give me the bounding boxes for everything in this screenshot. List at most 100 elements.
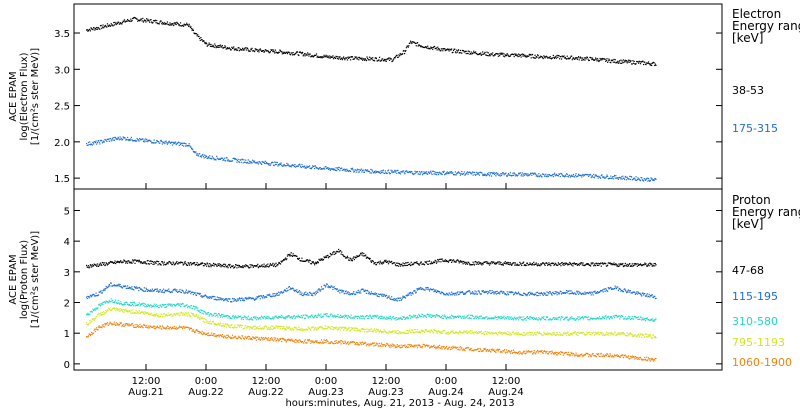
data-point: [328, 57, 330, 59]
data-point: [196, 152, 198, 155]
data-point: [491, 261, 493, 263]
data-point: [478, 53, 480, 56]
data-point: [605, 289, 607, 291]
data-point: [569, 293, 571, 295]
data-point: [149, 139, 151, 141]
data-point: [399, 317, 401, 319]
data-point: [332, 58, 335, 60]
data-point: [356, 255, 358, 257]
data-point: [554, 318, 556, 320]
data-point: [488, 264, 491, 266]
data-point: [499, 261, 501, 263]
data-point: [401, 298, 403, 301]
data-point: [595, 318, 597, 320]
data-point: [343, 56, 345, 58]
data-point: [510, 292, 512, 294]
data-point: [383, 316, 385, 318]
data-point: [449, 171, 451, 173]
data-point: [299, 293, 301, 295]
data-point: [195, 151, 197, 153]
data-point: [316, 167, 318, 169]
data-point: [397, 56, 399, 58]
data-point: [240, 315, 242, 317]
data-point: [583, 174, 585, 176]
data-point: [238, 266, 240, 268]
data-point: [367, 256, 369, 259]
data-point: [89, 294, 91, 296]
data-point: [173, 24, 175, 27]
data-point: [376, 171, 378, 173]
data-point: [209, 313, 211, 315]
data-point: [260, 327, 263, 330]
data-point: [286, 316, 288, 319]
data-point: [438, 291, 440, 293]
data-point: [123, 137, 125, 139]
data-point: [317, 55, 319, 57]
data-point: [126, 311, 128, 313]
data-point: [267, 326, 270, 328]
data-point: [380, 293, 382, 295]
data-point: [449, 259, 451, 261]
data-point: [488, 55, 490, 57]
data-point: [139, 312, 141, 314]
data-point: [620, 314, 623, 317]
data-point: [607, 60, 609, 62]
data-point: [179, 143, 182, 146]
data-point: [358, 292, 361, 294]
data-point: [89, 266, 91, 268]
data-point: [86, 296, 88, 298]
data-point: [485, 316, 487, 318]
data-point: [101, 314, 103, 317]
data-point: [396, 54, 398, 56]
data-point: [375, 171, 378, 173]
data-point: [175, 262, 177, 264]
data-point: [253, 50, 255, 52]
data-point: [341, 251, 343, 253]
data-point: [364, 169, 366, 171]
data-point: [523, 174, 525, 176]
data-point: [607, 61, 609, 63]
data-point: [571, 262, 573, 265]
data-point: [539, 56, 541, 59]
data-point: [99, 312, 102, 314]
data-point: [112, 262, 114, 264]
data-point: [216, 265, 218, 267]
data-point: [420, 46, 422, 48]
data-point: [196, 292, 198, 294]
data-point: [194, 292, 196, 294]
data-point: [571, 316, 573, 318]
data-point: [528, 291, 530, 294]
data-point: [293, 165, 295, 168]
data-point: [613, 315, 615, 317]
data-point: [323, 313, 325, 315]
data-point: [448, 292, 450, 294]
data-point: [555, 292, 557, 294]
data-point: [598, 175, 600, 177]
data-point: [322, 258, 325, 261]
data-point: [135, 287, 137, 289]
data-point: [326, 327, 328, 329]
data-point: [577, 175, 579, 177]
data-point: [278, 316, 280, 319]
data-point: [507, 55, 510, 57]
data-point: [198, 264, 200, 266]
data-point: [164, 316, 166, 318]
data-point: [382, 171, 384, 173]
electron-ylabel-line: ACE EPAM: [8, 71, 19, 121]
data-point: [206, 265, 208, 267]
data-point: [438, 49, 440, 51]
data-point: [509, 55, 511, 58]
data-point: [133, 286, 135, 288]
data-point: [195, 313, 198, 316]
data-point: [640, 264, 642, 266]
data-point: [286, 51, 288, 53]
data-point: [586, 316, 588, 318]
data-point: [263, 161, 265, 163]
data-point: [627, 290, 629, 292]
data-point: [166, 289, 169, 291]
data-point: [648, 265, 650, 267]
data-point: [94, 295, 96, 297]
data-point: [203, 157, 205, 159]
data-point: [561, 316, 563, 319]
data-point: [375, 57, 377, 59]
